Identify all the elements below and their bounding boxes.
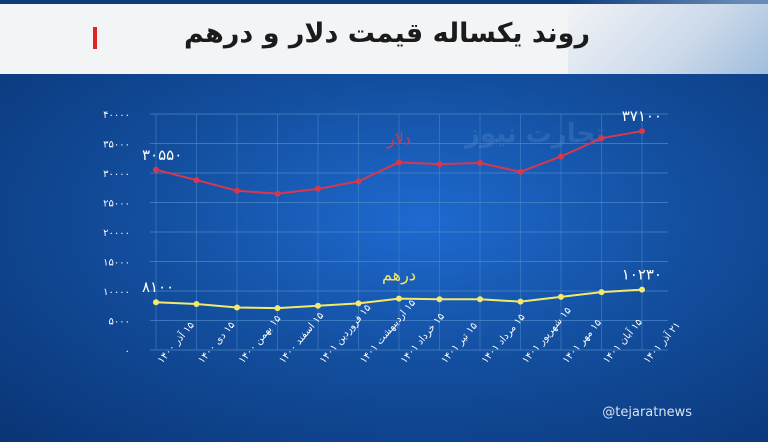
data-point-dollar [396, 159, 402, 166]
last-value-label-dollar: ۳۷۱۰۰ [622, 107, 662, 125]
data-point-dirham [517, 298, 524, 305]
y-tick-label: ۲۰۰۰۰ [103, 228, 130, 239]
data-point-dollar [274, 190, 281, 197]
data-point-dollar [355, 178, 362, 185]
x-tick-label: ۱۵ آذر ۱۴۰۰ [154, 319, 197, 366]
data-point-dirham [274, 305, 281, 312]
data-point-dollar [153, 166, 159, 173]
x-tick-label: ۲۱ آذر ۱۴۰۱ [640, 319, 683, 366]
data-point-dollar [436, 161, 443, 168]
data-point-dirham [315, 302, 321, 309]
header-top-bar [0, 0, 768, 4]
watermark-text: تجارت نیوز [463, 119, 605, 149]
x-tick-label: ۱۵ آبان ۱۴۰۱ [600, 316, 645, 366]
last-value-label-dirham: ۱۰۲۳۰ [622, 266, 662, 284]
x-tick-label: ۱۵ مهر ۱۴۰۱ [561, 317, 604, 365]
data-point-dollar [598, 135, 605, 142]
x-tick-label: ۱۵ بهمن ۱۴۰۰ [237, 313, 284, 366]
data-point-dirham [598, 289, 605, 296]
data-point-dollar [517, 168, 524, 175]
data-point-dirham [234, 304, 240, 311]
data-point-dollar [193, 177, 200, 184]
data-point-dollar [558, 153, 564, 160]
data-point-dirham [558, 293, 564, 300]
y-tick-label: ۱۵۰۰۰ [103, 258, 130, 269]
chart-title: روند یکساله قیمت دلار و درهم [184, 18, 590, 49]
first-value-label-dollar: ۳۰۵۵۰ [142, 146, 182, 164]
data-point-dirham [153, 299, 159, 306]
y-tick-label: ۳۰۰۰۰ [103, 169, 130, 180]
data-point-dirham [477, 296, 483, 303]
data-point-dirham [355, 300, 362, 307]
y-tick-label: ۲۵۰۰۰ [103, 199, 130, 210]
y-tick-label: ۱۰۰۰۰ [103, 287, 130, 298]
title-accent-mark [93, 27, 97, 49]
y-tick-label: ۵۰۰۰ [109, 317, 130, 328]
data-point-dollar [315, 185, 321, 192]
x-tick-label: ۱۵ تیر ۱۴۰۱ [439, 321, 480, 366]
social-handle: @tejaratnews [602, 405, 692, 420]
x-tick-label: ۱۵ دی ۱۴۰۰ [196, 320, 237, 366]
y-tick-label: ۴۰۰۰۰ [103, 110, 130, 121]
first-value-label-dirham: ۸۱۰۰ [142, 278, 174, 296]
header-banner: روند یکساله قیمت دلار و درهم [0, 0, 768, 74]
y-tick-label: ۳۵۰۰۰ [103, 140, 130, 151]
series-name-dirham: درهم [382, 266, 416, 286]
data-point-dirham [436, 296, 443, 303]
chart-background [0, 74, 768, 442]
data-point-dirham [639, 286, 645, 293]
series-name-dollar: دلار [386, 129, 411, 149]
data-point-dirham [396, 295, 402, 302]
data-point-dollar [234, 187, 240, 194]
data-point-dollar [477, 159, 483, 166]
data-point-dollar [639, 128, 645, 135]
header-decoration [568, 0, 768, 74]
y-tick-label: ۰ [125, 346, 130, 357]
data-point-dirham [193, 300, 200, 307]
